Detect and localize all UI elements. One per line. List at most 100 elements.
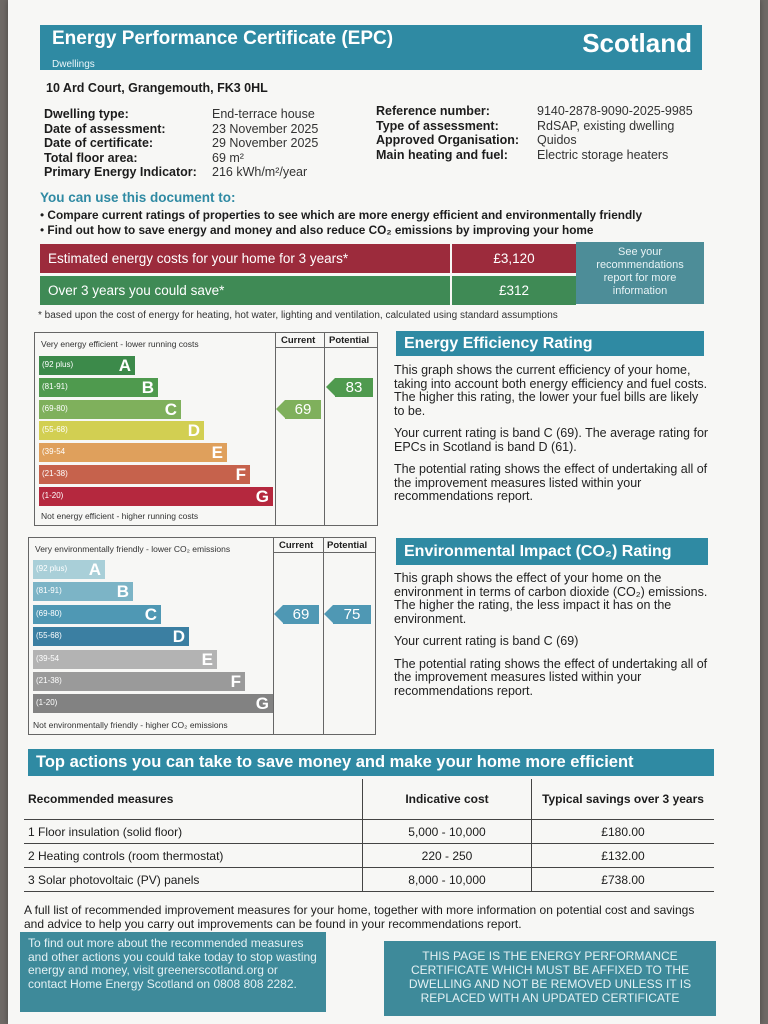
certificate-page: Energy Performance Certificate (EPC) Dwe…: [8, 0, 760, 1024]
env-rating-p2: Your current rating is band C (69): [394, 634, 579, 648]
arrow-tip: [326, 377, 335, 396]
affix-notice-box: THIS PAGE IS THE ENERGY PERFORMANCE CERT…: [384, 941, 716, 1016]
actions-footer-text: A full list of recommended improvement m…: [24, 903, 695, 931]
recommended-measures-table: Recommended measures Indicative cost Typ…: [24, 779, 714, 892]
arrow-tip: [324, 604, 333, 623]
arrow-tip: [276, 399, 285, 418]
more-info-box: To find out more about the recommended m…: [20, 932, 326, 1012]
band-range-label: (39-54: [36, 653, 60, 663]
table-row: 1 Floor insulation (solid floor) 5,000 -…: [24, 819, 714, 844]
potential-column: [323, 538, 376, 734]
energy-rating-p1: This graph shows the current efficiency …: [394, 363, 708, 418]
energy-bands: (92 plus) A (81-91) B (69-80) C (55-68) D (39-54…: [39, 356, 275, 510]
env-chart-top-note: Very environmentally friendly - lower CO…: [35, 544, 231, 554]
band-b: (81-91) B: [39, 377, 158, 397]
band-letter: D: [172, 627, 185, 647]
band-range-label: (92 plus): [42, 360, 74, 369]
band-letter: C: [144, 604, 157, 624]
savings-value: £312: [450, 276, 576, 305]
energy-chart-top-note: Very energy efficient - lower running co…: [41, 339, 199, 349]
table-row: 3 Solar photovoltaic (PV) panels 8,000 -…: [24, 867, 714, 892]
band-letter: G: [255, 486, 269, 506]
details-right: Reference number: 9140-2878-9090-2025-998…: [376, 104, 693, 162]
band-f: (21-38) F: [33, 672, 245, 691]
actions-heading: Top actions you can take to save money a…: [28, 749, 714, 776]
column-header: Typical savings over 3 years: [531, 779, 714, 820]
current-rating-arrow: 69: [276, 399, 321, 419]
potential-rating-arrow: 83: [326, 377, 373, 397]
detail-row: Primary Energy Indicator: 216 kWh/m²/year: [44, 165, 308, 180]
detail-row: Approved Organisation: Quidos: [376, 133, 577, 148]
page-title: Energy Performance Certificate (EPC): [52, 28, 394, 49]
environmental-impact-chart: Very environmentally friendly - lower CO…: [28, 537, 376, 735]
detail-row: Reference number: 9140-2878-9090-2025-998…: [376, 104, 693, 118]
band-range-label: (69-80): [42, 403, 68, 413]
band-e: (39-54 E: [39, 443, 227, 463]
env-bands: (92 plus) A (81-91) B (69-80) C (55-68) D (39-54…: [33, 560, 273, 718]
header-banner: Energy Performance Certificate (EPC) Dwe…: [40, 25, 702, 70]
env-rating-p3: The potential rating shows the effect of…: [394, 656, 708, 698]
potential-header: Potential: [327, 540, 368, 551]
energy-rating-heading: Energy Efficiency Rating: [396, 331, 704, 356]
potential-column: [324, 333, 378, 525]
estimated-cost-row: Estimated energy costs for your home for…: [40, 244, 576, 273]
band-letter: G: [255, 694, 269, 714]
band-range-label: (21-38): [36, 676, 62, 685]
table-row: 2 Heating controls (room thermostat) 220…: [24, 843, 714, 868]
current-column: [273, 538, 323, 734]
band-b: (81-91) B: [33, 582, 133, 602]
band-range-label: (81-91): [36, 586, 62, 596]
estimated-cost-value: £3,120: [450, 244, 576, 273]
env-rating-p1: This graph shows the effect of your home…: [394, 571, 708, 626]
energy-rating-text: This graph shows the current efficiency …: [394, 363, 712, 513]
header-divider: [275, 347, 377, 348]
env-rating-heading: Environmental Impact (CO₂) Rating: [396, 538, 708, 565]
arrow-tip: [274, 604, 283, 623]
band-f: (21-38) F: [39, 465, 250, 484]
details-left: Dwelling type: End-terrace house Date of …: [44, 107, 318, 180]
header-divider: [273, 552, 375, 553]
band-d: (55-68) D: [39, 421, 204, 441]
band-letter: E: [201, 649, 213, 669]
detail-row: Main heating and fuel: Electric storage h…: [376, 147, 669, 162]
band-letter: A: [88, 560, 101, 579]
usage-bullet: Compare current ratings of properties to…: [40, 208, 740, 223]
energy-rating-p2: Your current rating is band C (69). The …: [394, 426, 709, 454]
usage-bullet: Find out how to save energy and money an…: [40, 223, 740, 238]
band-letter: F: [235, 465, 246, 484]
band-letter: A: [118, 356, 131, 375]
env-rating-text: This graph shows the effect of your home…: [394, 571, 716, 707]
property-address: 10 Ard Court, Grangemouth, FK3 0HL: [46, 81, 268, 95]
page-subtitle: Dwellings: [52, 59, 95, 70]
band-range-label: (21-38): [42, 469, 68, 478]
usage-heading: You can use this document to:: [40, 190, 236, 205]
band-range-label: (81-91): [42, 381, 68, 391]
band-range-label: (1-20): [42, 490, 64, 500]
band-letter: E: [211, 443, 223, 463]
savings-row: Over 3 years you could save* £312: [40, 276, 576, 305]
band-e: (39-54 E: [33, 649, 217, 669]
estimated-cost-label: Estimated energy costs for your home for…: [48, 251, 349, 266]
current-header: Current: [279, 540, 314, 551]
detail-row: Date of assessment: 23 November 2025: [44, 121, 319, 136]
detail-row: Dwelling type: End-terrace house: [44, 107, 315, 121]
band-letter: C: [164, 399, 177, 419]
savings-label: Over 3 years you could save*: [48, 283, 225, 298]
band-range-label: (55-68): [42, 425, 68, 435]
band-a: (92 plus) A: [33, 560, 105, 579]
detail-row: Date of certificate: 29 November 2025: [44, 136, 319, 151]
potential-header: Potential: [329, 335, 370, 346]
potential-rating-arrow: 75: [324, 604, 371, 624]
band-letter: B: [141, 377, 154, 397]
column-header: Indicative cost: [362, 779, 532, 820]
band-letter: D: [187, 421, 200, 441]
detail-row: Total floor area: 69 m²: [44, 150, 244, 165]
energy-rating-p3: The potential rating shows the effect of…: [394, 462, 708, 503]
cost-footnote: * based upon the cost of energy for heat…: [38, 310, 558, 321]
energy-efficiency-chart: Very energy efficient - lower running co…: [34, 332, 378, 526]
band-range-label: (39-54: [42, 447, 66, 457]
band-c: (69-80) C: [39, 399, 181, 419]
detail-row: Type of assessment: RdSAP, existing dwell…: [376, 118, 675, 133]
usage-bullets: Compare current ratings of properties to…: [40, 208, 740, 238]
band-g: (1-20) G: [39, 486, 273, 506]
